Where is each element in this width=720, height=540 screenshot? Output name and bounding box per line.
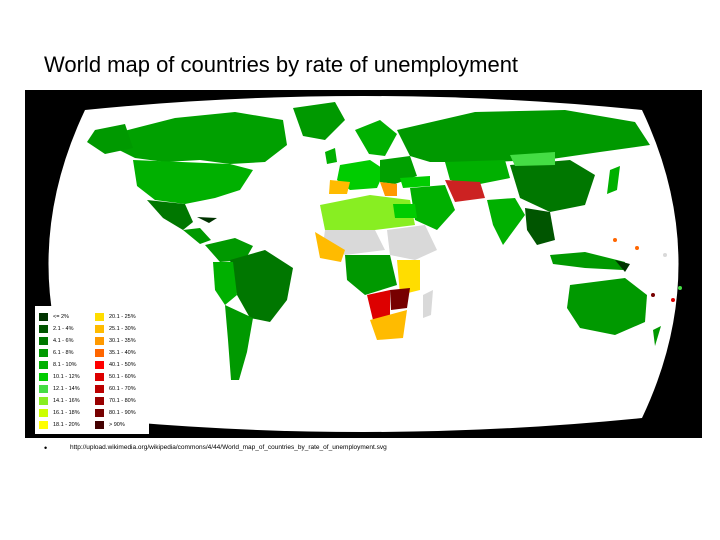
- madagascar: [423, 290, 433, 318]
- legend-label: 70.1 - 80%: [109, 398, 136, 404]
- china: [510, 160, 595, 212]
- usa: [133, 160, 253, 204]
- legend-swatch: [39, 421, 48, 429]
- legend-swatch: [95, 421, 104, 429]
- central-africa: [345, 255, 397, 295]
- legend-swatch: [39, 373, 48, 381]
- legend-label: 16.1 - 18%: [53, 410, 80, 416]
- legend-label: 14.1 - 16%: [53, 398, 80, 404]
- west-africa: [315, 232, 345, 262]
- legend-label: 80.1 - 90%: [109, 410, 136, 416]
- legend-swatch: [95, 325, 104, 333]
- turkey: [400, 176, 430, 188]
- source-link[interactable]: http://upload.wikimedia.org/wikipedia/co…: [70, 444, 387, 451]
- middle-east: [410, 185, 455, 230]
- balkans: [380, 182, 397, 196]
- map-legend: <= 2% 2.1 - 4% 4.1 - 6% 6.1 - 8% 8.1 - 1…: [35, 306, 149, 434]
- world-map-graphic: [48, 96, 682, 432]
- kazakhstan: [445, 160, 510, 185]
- new-zealand: [653, 326, 661, 346]
- southeast-asia: [525, 208, 555, 245]
- new-guinea: [615, 260, 630, 272]
- eastern-europe: [380, 156, 417, 184]
- legend-label: 6.1 - 8%: [53, 350, 74, 356]
- legend-label: 12.1 - 14%: [53, 386, 80, 392]
- southern-cone: [225, 305, 253, 380]
- legend-swatch: [39, 361, 48, 369]
- slide-title: World map of countries by rate of unempl…: [44, 52, 519, 77]
- southern-africa-red: [367, 290, 390, 320]
- brazil: [230, 250, 293, 322]
- greenland: [293, 102, 345, 140]
- east-africa: [397, 260, 420, 295]
- legend-label: 10.1 - 12%: [53, 374, 80, 380]
- legend-label: 4.1 - 6%: [53, 338, 74, 344]
- colombia-venezuela: [205, 238, 253, 262]
- indonesia: [550, 252, 625, 270]
- legend-swatch: [39, 313, 48, 321]
- mongolia: [510, 152, 555, 166]
- pacific-island: [635, 246, 639, 250]
- japan: [607, 166, 620, 194]
- legend-label: 35.1 - 40%: [109, 350, 136, 356]
- legend-label: 18.1 - 20%: [53, 422, 80, 428]
- pacific-island: [651, 293, 655, 297]
- zimbabwe: [390, 288, 410, 310]
- pacific-island: [613, 238, 617, 242]
- scandinavia: [355, 120, 397, 156]
- iran-afghanistan: [445, 180, 485, 202]
- north-africa: [320, 195, 415, 230]
- andes: [213, 262, 237, 305]
- legend-label: 30.1 - 35%: [109, 338, 136, 344]
- legend-swatch: [95, 361, 104, 369]
- australia: [567, 278, 647, 335]
- pacific-island: [678, 286, 682, 290]
- legend-label: 50.1 - 60%: [109, 374, 136, 380]
- legend-swatch: [95, 337, 104, 345]
- india: [487, 198, 525, 245]
- mexico: [147, 200, 193, 230]
- legend-swatch: [39, 325, 48, 333]
- legend-swatch: [95, 385, 104, 393]
- sudan-horn: [387, 225, 437, 260]
- south-africa: [370, 310, 407, 340]
- legend-label: 20.1 - 25%: [109, 314, 136, 320]
- russia: [397, 110, 650, 162]
- legend-swatch: [95, 373, 104, 381]
- legend-label: 8.1 - 10%: [53, 362, 77, 368]
- legend-label: 25.1 - 30%: [109, 326, 136, 332]
- legend-swatch: [39, 349, 48, 357]
- central-america: [183, 228, 211, 244]
- legend-swatch: [39, 397, 48, 405]
- legend-swatch: [39, 385, 48, 393]
- legend-swatch: [39, 409, 48, 417]
- legend-label: 2.1 - 4%: [53, 326, 74, 332]
- legend-label: 40.1 - 50%: [109, 362, 136, 368]
- alaska: [87, 124, 133, 154]
- legend-swatch: [95, 313, 104, 321]
- iberia: [329, 180, 350, 194]
- legend-label: 60.1 - 70%: [109, 386, 136, 392]
- egypt: [393, 204, 417, 218]
- cuba: [197, 217, 217, 223]
- legend-swatch: [39, 337, 48, 345]
- legend-swatch: [95, 409, 104, 417]
- canada: [115, 112, 287, 164]
- legend-label: <= 2%: [53, 314, 69, 320]
- legend-swatch: [95, 349, 104, 357]
- bullet-marker: •: [44, 443, 48, 453]
- legend-label: > 90%: [109, 422, 125, 428]
- pacific-island: [671, 298, 675, 302]
- uk: [325, 148, 337, 164]
- world-map: [25, 90, 702, 438]
- pacific-island: [663, 253, 667, 257]
- legend-swatch: [95, 397, 104, 405]
